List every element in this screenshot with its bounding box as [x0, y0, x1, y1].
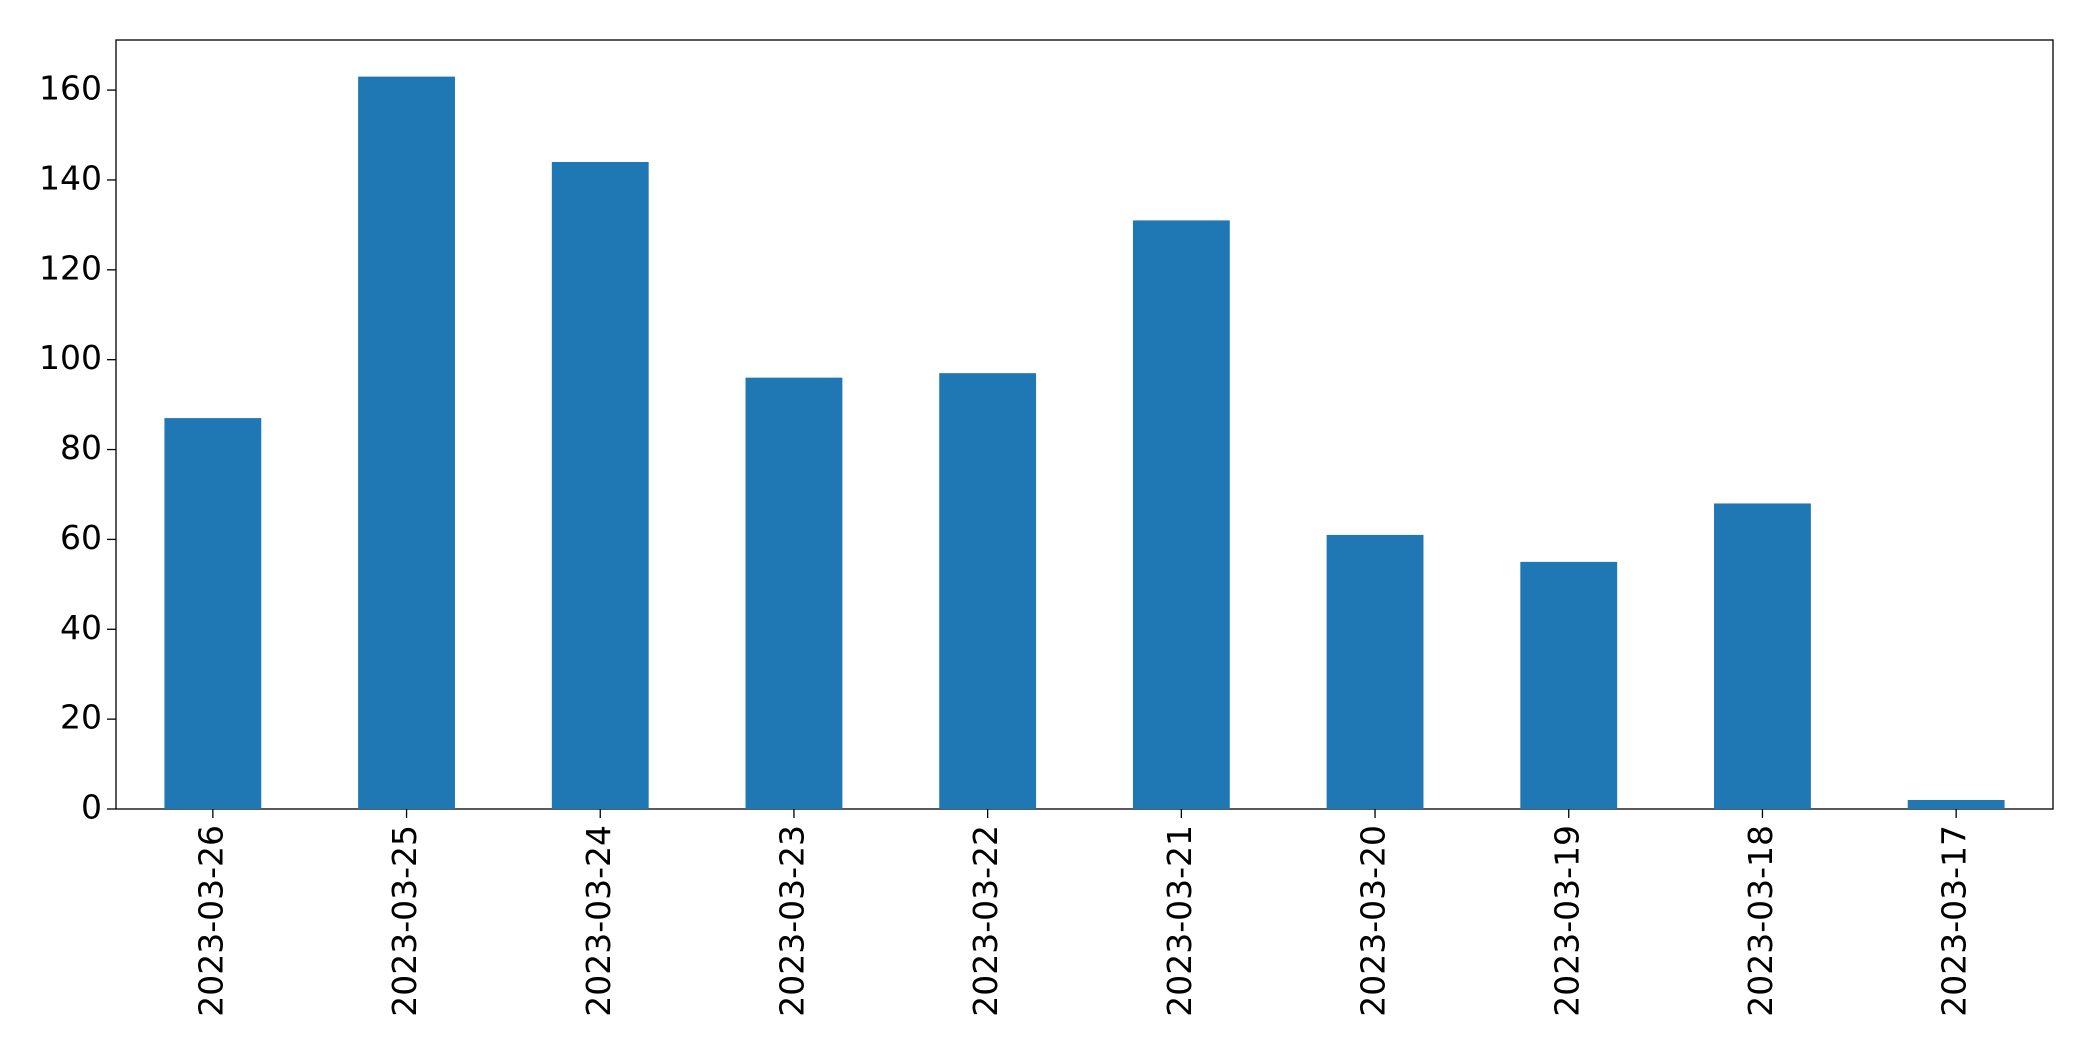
y-tick-label: 40: [60, 608, 102, 647]
bar: [1907, 800, 2005, 809]
bar: [1520, 561, 1618, 809]
bar: [745, 377, 843, 809]
bar: [164, 418, 262, 809]
bar: [939, 373, 1037, 809]
y-tick-label: 140: [39, 158, 102, 197]
x-tick-label: 2023-03-21: [1160, 825, 1199, 1017]
x-tick-label: 2023-03-20: [1354, 825, 1393, 1017]
x-tick-label: 2023-03-25: [385, 825, 424, 1017]
y-tick-label: 20: [60, 698, 102, 737]
y-tick-label: 100: [39, 338, 102, 377]
x-tick-label: 2023-03-24: [579, 825, 618, 1017]
y-tick-label: 80: [60, 428, 102, 467]
y-tick-label: 0: [81, 788, 102, 827]
bar: [1132, 220, 1230, 809]
y-tick-label: 160: [39, 69, 102, 108]
bar: [551, 161, 649, 810]
bar: [358, 76, 455, 810]
x-tick-label: 2023-03-19: [1547, 825, 1586, 1017]
x-tick-label: 2023-03-18: [1741, 825, 1780, 1017]
plot-frame: [115, 39, 2054, 810]
x-tick-label: 2023-03-17: [1935, 825, 1974, 1017]
y-tick-label: 120: [39, 248, 102, 287]
bar: [1326, 534, 1424, 809]
x-tick-label: 2023-03-22: [966, 825, 1005, 1017]
x-tick-label: 2023-03-23: [772, 825, 811, 1017]
bar: [1714, 503, 1811, 809]
y-tick-label: 60: [60, 518, 102, 557]
x-tick-label: 2023-03-26: [191, 825, 230, 1017]
